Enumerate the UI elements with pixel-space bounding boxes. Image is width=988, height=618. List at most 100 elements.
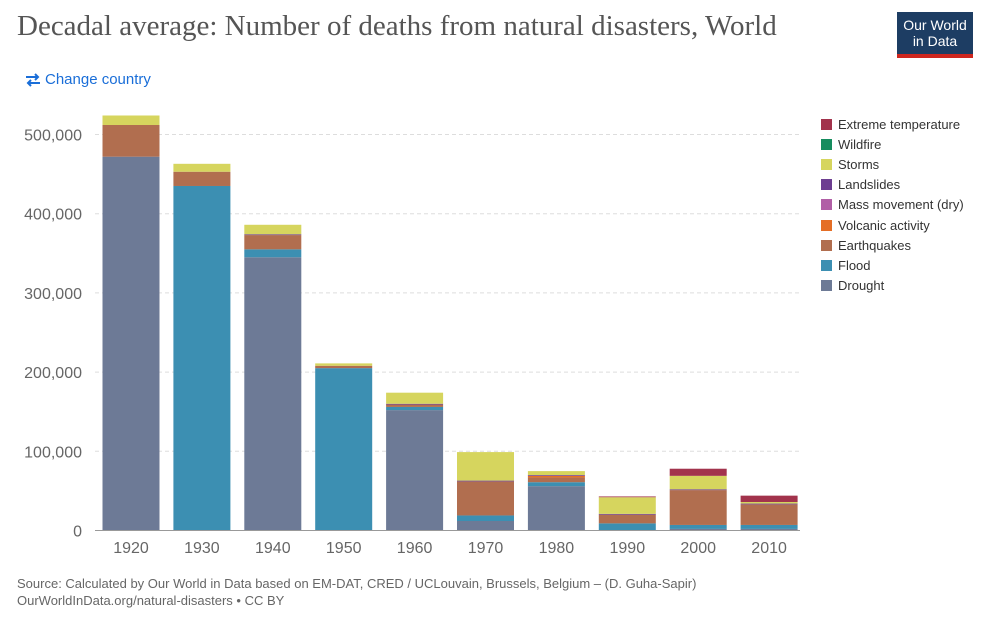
logo-line-2: in Data (912, 33, 958, 49)
bar-segment (598, 513, 656, 515)
source-text: Source: Calculated by Our World in Data … (17, 576, 697, 591)
bar-segment (173, 171, 231, 186)
legend-item[interactable]: Extreme temperature (821, 114, 964, 134)
legend-item[interactable]: Landslides (821, 175, 964, 195)
x-tick-label: 1920 (113, 540, 149, 557)
y-tick-label: 0 (73, 524, 82, 541)
legend-item[interactable]: Volcanic activity (821, 215, 964, 235)
bar-segment (315, 368, 373, 531)
x-tick-label: 1930 (184, 540, 220, 557)
change-country-label: Change country (45, 71, 151, 88)
bar-segment (173, 185, 231, 531)
legend-label: Drought (838, 278, 885, 294)
bar-segment (669, 524, 727, 529)
bar-segment (457, 520, 514, 531)
x-tick-label: 1950 (326, 540, 362, 557)
bar-segment (527, 475, 585, 476)
bar-segment (457, 480, 514, 482)
bar-segment (315, 363, 373, 366)
legend-item[interactable]: Earthquakes (821, 235, 964, 255)
legend-item[interactable]: Mass movement (dry) (821, 195, 964, 215)
x-tick-label: 1960 (397, 540, 433, 557)
bar-segment (740, 501, 798, 504)
legend-label: Earthquakes (838, 237, 911, 253)
bar-segment (527, 482, 585, 487)
legend-label: Mass movement (dry) (838, 197, 964, 213)
bar-segment (102, 156, 160, 531)
legend-item[interactable]: Wildfire (821, 134, 964, 154)
bar-segment (740, 524, 798, 529)
bar-segment (244, 249, 302, 258)
bar-segment (598, 497, 656, 514)
x-tick-label: 1990 (610, 540, 646, 557)
bar-segment (669, 490, 727, 525)
legend-item[interactable]: Storms (821, 154, 964, 174)
legend-swatch (821, 280, 832, 292)
logo-line-1: Our World (903, 17, 967, 33)
legend-label: Storms (838, 156, 880, 172)
bar-segment (457, 481, 514, 516)
legend-label: Flood (838, 257, 871, 273)
bar-segment (669, 475, 727, 490)
bar-segment (669, 528, 727, 531)
bar-segment (244, 235, 302, 250)
source-note: Source: Calculated by Our World in Data … (17, 575, 696, 609)
legend-label: Wildfire (838, 136, 882, 152)
x-tick-label: 2010 (751, 540, 787, 557)
legend-label: Volcanic activity (838, 217, 930, 233)
y-tick-label: 100,000 (24, 444, 82, 461)
bar-segment (386, 392, 444, 404)
bar-segment (386, 406, 444, 411)
x-tick-label: 1980 (539, 540, 575, 557)
legend-swatch (821, 259, 832, 271)
bar-segment (740, 495, 798, 502)
legend-label: Extreme temperature (838, 116, 961, 132)
bar-segment (598, 514, 656, 524)
bar-segment (740, 504, 798, 525)
y-tick-label: 200,000 (24, 365, 82, 382)
legend-swatch (821, 118, 832, 130)
bar-segment (386, 404, 444, 407)
change-country-button[interactable]: Change country (24, 71, 151, 88)
legend-swatch (821, 239, 832, 251)
bar-segment (740, 503, 798, 505)
legend-item[interactable]: Flood (821, 255, 964, 275)
bar-segment (598, 523, 656, 531)
legend-swatch (821, 219, 832, 231)
bar-segment (598, 496, 656, 498)
bar-segment (527, 477, 585, 483)
y-tick-label: 500,000 (24, 128, 82, 145)
y-tick-label: 400,000 (24, 207, 82, 224)
legend-swatch (821, 199, 832, 211)
x-tick-label: 2000 (680, 540, 716, 557)
bar-segment (315, 365, 373, 369)
bar-segment (386, 410, 444, 531)
legend-swatch (821, 179, 832, 191)
bar-segment (244, 224, 302, 235)
bar-segment (669, 468, 727, 476)
legend-item[interactable]: Drought (821, 276, 964, 296)
chart-legend: Extreme temperature Wildfire Storms Landsli… (821, 114, 964, 296)
bar-segment (669, 489, 727, 491)
legend-label: Landslides (838, 177, 901, 193)
bar-segment (386, 403, 444, 405)
chart-title: Decadal average: Number of deaths from n… (17, 10, 777, 42)
y-tick-label: 300,000 (24, 286, 82, 303)
bar-segment (457, 515, 514, 521)
bar-segment (173, 163, 231, 172)
swap-arrows-icon (26, 72, 40, 87)
bar-segment (102, 124, 160, 157)
bar-segment (527, 475, 585, 478)
bar-segment (527, 486, 585, 531)
bar-segment (102, 115, 160, 125)
owid-logo[interactable]: Our World in Data (897, 12, 973, 58)
bar-segment (244, 257, 302, 531)
legend-swatch (821, 158, 832, 170)
bar-segment (457, 452, 514, 481)
legend-swatch (821, 138, 832, 150)
x-tick-label: 1940 (255, 540, 291, 557)
bar-segment (244, 234, 302, 236)
x-tick-label: 1970 (468, 540, 504, 557)
bar-segment (527, 471, 585, 476)
